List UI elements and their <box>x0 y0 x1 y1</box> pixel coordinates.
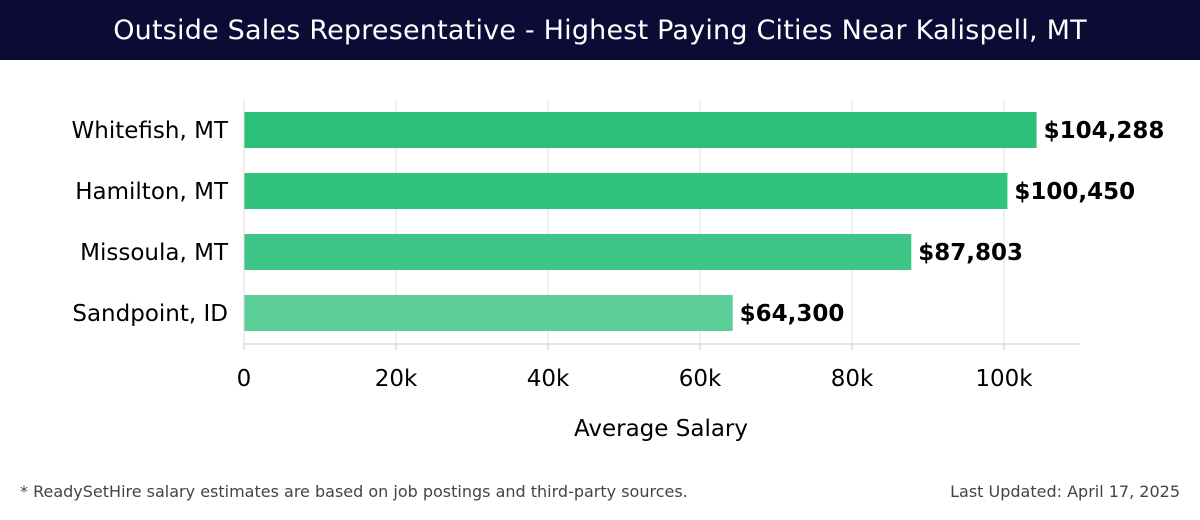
title-bar: Outside Sales Representative - Highest P… <box>0 0 1200 60</box>
bar <box>244 234 912 270</box>
chart-title: Outside Sales Representative - Highest P… <box>113 14 1087 46</box>
x-axis: 0 20k 40k 60k 80k 100k <box>237 100 1080 392</box>
category-label: Sandpoint, ID <box>72 301 228 327</box>
bar-chart: Whitefish, MT $104,288 Hamilton, MT $100,45… <box>72 100 1165 442</box>
value-label: $104,288 <box>1044 118 1165 144</box>
footnote: * ReadySetHire salary estimates are base… <box>20 482 688 501</box>
category-label: Whitefish, MT <box>72 118 229 144</box>
bar <box>244 295 733 331</box>
x-tick-label: 100k <box>975 366 1033 392</box>
category-label: Missoula, MT <box>80 240 229 266</box>
x-tick-label: 0 <box>237 366 252 392</box>
bars: Whitefish, MT $104,288 Hamilton, MT $100,45… <box>72 112 1165 331</box>
x-tick-label: 20k <box>375 366 418 392</box>
x-tick-label: 80k <box>831 366 874 392</box>
bar <box>244 112 1037 148</box>
x-tick-label: 60k <box>679 366 722 392</box>
x-axis-label: Average Salary <box>574 416 748 442</box>
category-label: Hamilton, MT <box>75 179 229 205</box>
x-tick-label: 40k <box>527 366 570 392</box>
last-updated: Last Updated: April 17, 2025 <box>950 482 1180 501</box>
value-label: $100,450 <box>1014 179 1135 205</box>
value-label: $64,300 <box>740 301 845 327</box>
value-label: $87,803 <box>918 240 1023 266</box>
bar <box>244 173 1008 209</box>
